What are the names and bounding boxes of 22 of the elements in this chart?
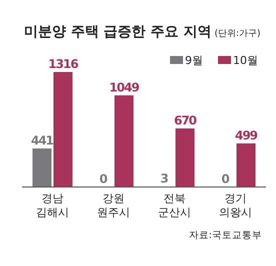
bar [32,148,52,187]
chart-subtitle: (단위:가구) [214,29,261,39]
data-label: 670 [174,113,197,128]
data-label: 0 [221,172,230,186]
data-label: 0 [99,172,108,186]
bar [114,95,134,187]
x-tick-label: 강원 원주시 [97,192,130,219]
data-label: 441 [30,133,54,148]
bar [236,143,256,187]
legend-label: 9월 [185,54,203,67]
bar [54,72,72,187]
legend-label: 10월 [233,54,258,67]
data-label: 3 [160,172,168,186]
data-label: 499 [234,128,258,142]
data-label: 1316 [48,57,78,71]
x-tick-label: 경기 의왕시 [219,192,252,219]
x-tick-label: 경남 김해시 [36,192,69,219]
bar [176,128,194,187]
data-label: 1049 [109,80,140,94]
chart-title: 미분양 주택 급증한 주요 지역 [24,24,212,40]
text: 자료:국토교통부 [188,230,262,241]
x-tick-label: 전북 군산시 [158,192,191,219]
